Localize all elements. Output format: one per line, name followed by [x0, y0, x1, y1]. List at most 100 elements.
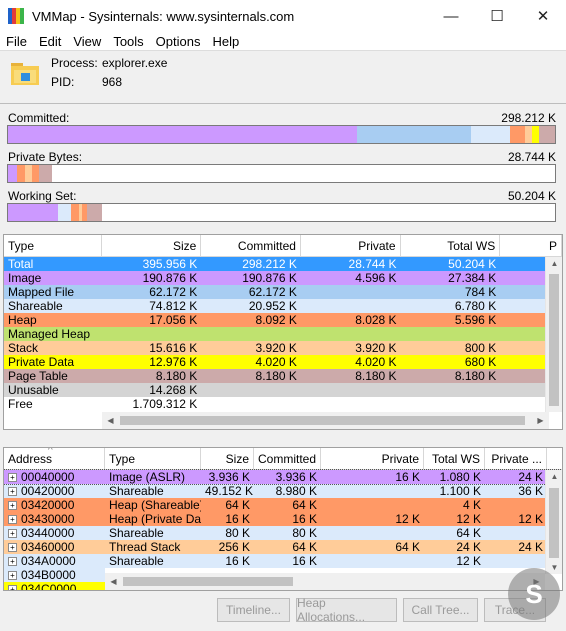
- summary-cell-private: 3.920 K: [355, 341, 397, 355]
- watermark-letter: S: [525, 578, 543, 609]
- summary-col-type[interactable]: Type: [4, 235, 102, 256]
- detail-cell-total-ws: 1.080 K: [439, 470, 481, 484]
- summary-col-private[interactable]: Private: [301, 235, 401, 256]
- summary-col-size[interactable]: Size: [102, 235, 202, 256]
- bar-segment: [470, 126, 511, 143]
- summary-cell-type: Mapped File: [8, 285, 75, 299]
- table-row[interactable]: Shareable 74.812 K 20.952 K 6.780 K: [4, 299, 562, 313]
- minimize-button[interactable]: —: [443, 7, 459, 25]
- expand-icon[interactable]: +: [8, 585, 17, 590]
- summary-cell-size: 62.172 K: [149, 285, 198, 299]
- expand-icon[interactable]: +: [8, 557, 17, 567]
- process-name: explorer.exe: [102, 56, 168, 70]
- scroll-right-arrow-icon[interactable]: ▶: [537, 416, 544, 425]
- summary-col-total-ws[interactable]: Total WS: [401, 235, 501, 256]
- menu-file[interactable]: File: [6, 33, 27, 49]
- summary-cell-private: 8.180 K: [355, 369, 397, 383]
- expand-icon[interactable]: +: [8, 571, 17, 581]
- table-row[interactable]: Image 190.876 K 190.876 K 4.596 K 27.384 K: [4, 271, 562, 285]
- table-row[interactable]: +03420000 Heap (Shareable) 64 K 64 K 4 K: [4, 498, 562, 512]
- expand-icon[interactable]: +: [8, 487, 17, 497]
- table-row[interactable]: Stack 15.616 K 3.920 K 3.920 K 800 K: [4, 341, 562, 355]
- detail-cell-private: 64 K: [395, 540, 420, 554]
- detail-cell-type: Heap (Shareable): [109, 498, 201, 512]
- table-row[interactable]: Page Table 8.180 K 8.180 K 8.180 K 8.180 K: [4, 369, 562, 383]
- detail-col-private[interactable]: Private: [321, 448, 424, 469]
- detail-scroll-left-arrow-icon[interactable]: ◀: [110, 577, 117, 586]
- menu-view[interactable]: View: [73, 33, 102, 49]
- detail-horizontal-scrollbar[interactable]: ◀ ▶: [105, 573, 545, 590]
- detail-vertical-scrollbar[interactable]: ▲ ▼: [545, 470, 562, 574]
- detail-cell-committed: 80 K: [292, 526, 317, 540]
- scroll-up-arrow-icon[interactable]: ▲: [550, 259, 559, 268]
- bar-segment: [86, 204, 102, 221]
- table-row[interactable]: Managed Heap: [4, 327, 562, 341]
- detail-scroll-down-arrow-icon[interactable]: ▼: [550, 563, 559, 572]
- close-button[interactable]: ✕: [536, 8, 550, 25]
- heap-allocations-button[interactable]: Heap Allocations...: [296, 596, 397, 624]
- table-row[interactable]: +00040000 Image (ASLR) 3.936 K 3.936 K 16 K 1…: [4, 469, 562, 485]
- detail-cell-private-ws: 12 K: [518, 512, 543, 526]
- table-row[interactable]: +034A0000 Shareable 16 K 16 K 12 K: [4, 554, 562, 568]
- summary-hscroll-thumb[interactable]: [120, 416, 525, 425]
- table-row[interactable]: Total 395.956 K 298.212 K 28.744 K 50.204 K: [4, 257, 562, 271]
- summary-horizontal-scrollbar[interactable]: ◀ ▶: [102, 412, 549, 429]
- detail-cell-total-ws: 4 K: [462, 498, 481, 512]
- maximize-button[interactable]: ☐: [490, 8, 504, 25]
- table-row[interactable]: +03430000 Heap (Private Data) 16 K 16 K 12 K…: [4, 512, 562, 526]
- call-tree-button[interactable]: Call Tree...: [403, 598, 478, 622]
- timeline-button[interactable]: Timeline...: [217, 598, 290, 622]
- summary-cell-total_ws: 6.780 K: [454, 299, 497, 313]
- summary-cell-private: 4.596 K: [355, 271, 397, 285]
- detail-cell-committed: 16 K: [292, 512, 317, 526]
- table-row[interactable]: Private Data 12.976 K 4.020 K 4.020 K 680 K: [4, 355, 562, 369]
- menu-help[interactable]: Help: [212, 33, 240, 49]
- summary-col-committed[interactable]: Committed: [201, 235, 301, 256]
- bar-segment: [71, 204, 79, 221]
- summary-cell-total_ws: [401, 397, 501, 411]
- table-row[interactable]: Mapped File 62.172 K 62.172 K 784 K: [4, 285, 562, 299]
- expand-icon[interactable]: +: [8, 473, 17, 483]
- window-title: VMMap - Sysinternals: www.sysinternals.c…: [32, 8, 295, 24]
- process-label: Process:: [51, 56, 98, 70]
- summary-cell-size: 15.616 K: [149, 341, 198, 355]
- private-bytes-bar: [7, 164, 556, 183]
- table-row[interactable]: +03440000 Shareable 80 K 80 K 64 K: [4, 526, 562, 540]
- detail-scroll-up-arrow-icon[interactable]: ▲: [550, 472, 559, 481]
- detail-cell-committed: 16 K: [292, 554, 317, 568]
- detail-col-size[interactable]: Size: [201, 448, 254, 469]
- table-row[interactable]: Free 1.709.312 K: [4, 397, 562, 411]
- scroll-left-arrow-icon[interactable]: ◀: [107, 416, 114, 425]
- menu-tools[interactable]: Tools: [113, 33, 144, 49]
- menu-edit[interactable]: Edit: [38, 33, 62, 49]
- table-row[interactable]: Unusable 14.268 K: [4, 383, 562, 397]
- summary-cell-type: Total: [8, 257, 34, 271]
- detail-cell-private-ws: [485, 554, 547, 568]
- detail-col-private-ws[interactable]: Private ...: [485, 448, 547, 469]
- detail-hscroll-thumb[interactable]: [123, 577, 293, 586]
- detail-cell-private: [321, 526, 424, 540]
- summary-vertical-scrollbar[interactable]: ▲: [545, 257, 562, 412]
- table-row[interactable]: +00420000 Shareable 49.152 K 8.980 K 1.100 K…: [4, 484, 562, 498]
- summary-cell-type: Shareable: [8, 299, 63, 313]
- menu-options[interactable]: Options: [155, 33, 201, 49]
- detail-col-address[interactable]: Address ^: [4, 448, 105, 469]
- table-row[interactable]: +03460000 Thread Stack 256 K 64 K 64 K 24 K 24…: [4, 540, 562, 554]
- detail-cell-address: +03430000: [4, 512, 105, 526]
- summary-cell-size: 1.709.312 K: [132, 397, 198, 411]
- summary-col-private-ws[interactable]: P: [500, 235, 562, 256]
- detail-col-type[interactable]: Type: [105, 448, 201, 469]
- summary-cell-private: 28.744 K: [348, 257, 397, 271]
- bar-segment: [31, 165, 39, 182]
- summary-scroll-thumb[interactable]: [549, 274, 559, 406]
- expand-icon[interactable]: +: [8, 529, 17, 539]
- expand-icon[interactable]: +: [8, 515, 17, 525]
- detail-scroll-thumb[interactable]: [549, 488, 559, 558]
- detail-col-committed[interactable]: Committed: [254, 448, 321, 469]
- summary-cell-committed: [201, 327, 301, 341]
- expand-icon[interactable]: +: [8, 543, 17, 553]
- expand-icon[interactable]: +: [8, 501, 17, 511]
- table-row[interactable]: Heap 17.056 K 8.092 K 8.028 K 5.596 K: [4, 313, 562, 327]
- summary-cell-committed: 62.172 K: [248, 285, 297, 299]
- detail-col-total-ws[interactable]: Total WS: [424, 448, 485, 469]
